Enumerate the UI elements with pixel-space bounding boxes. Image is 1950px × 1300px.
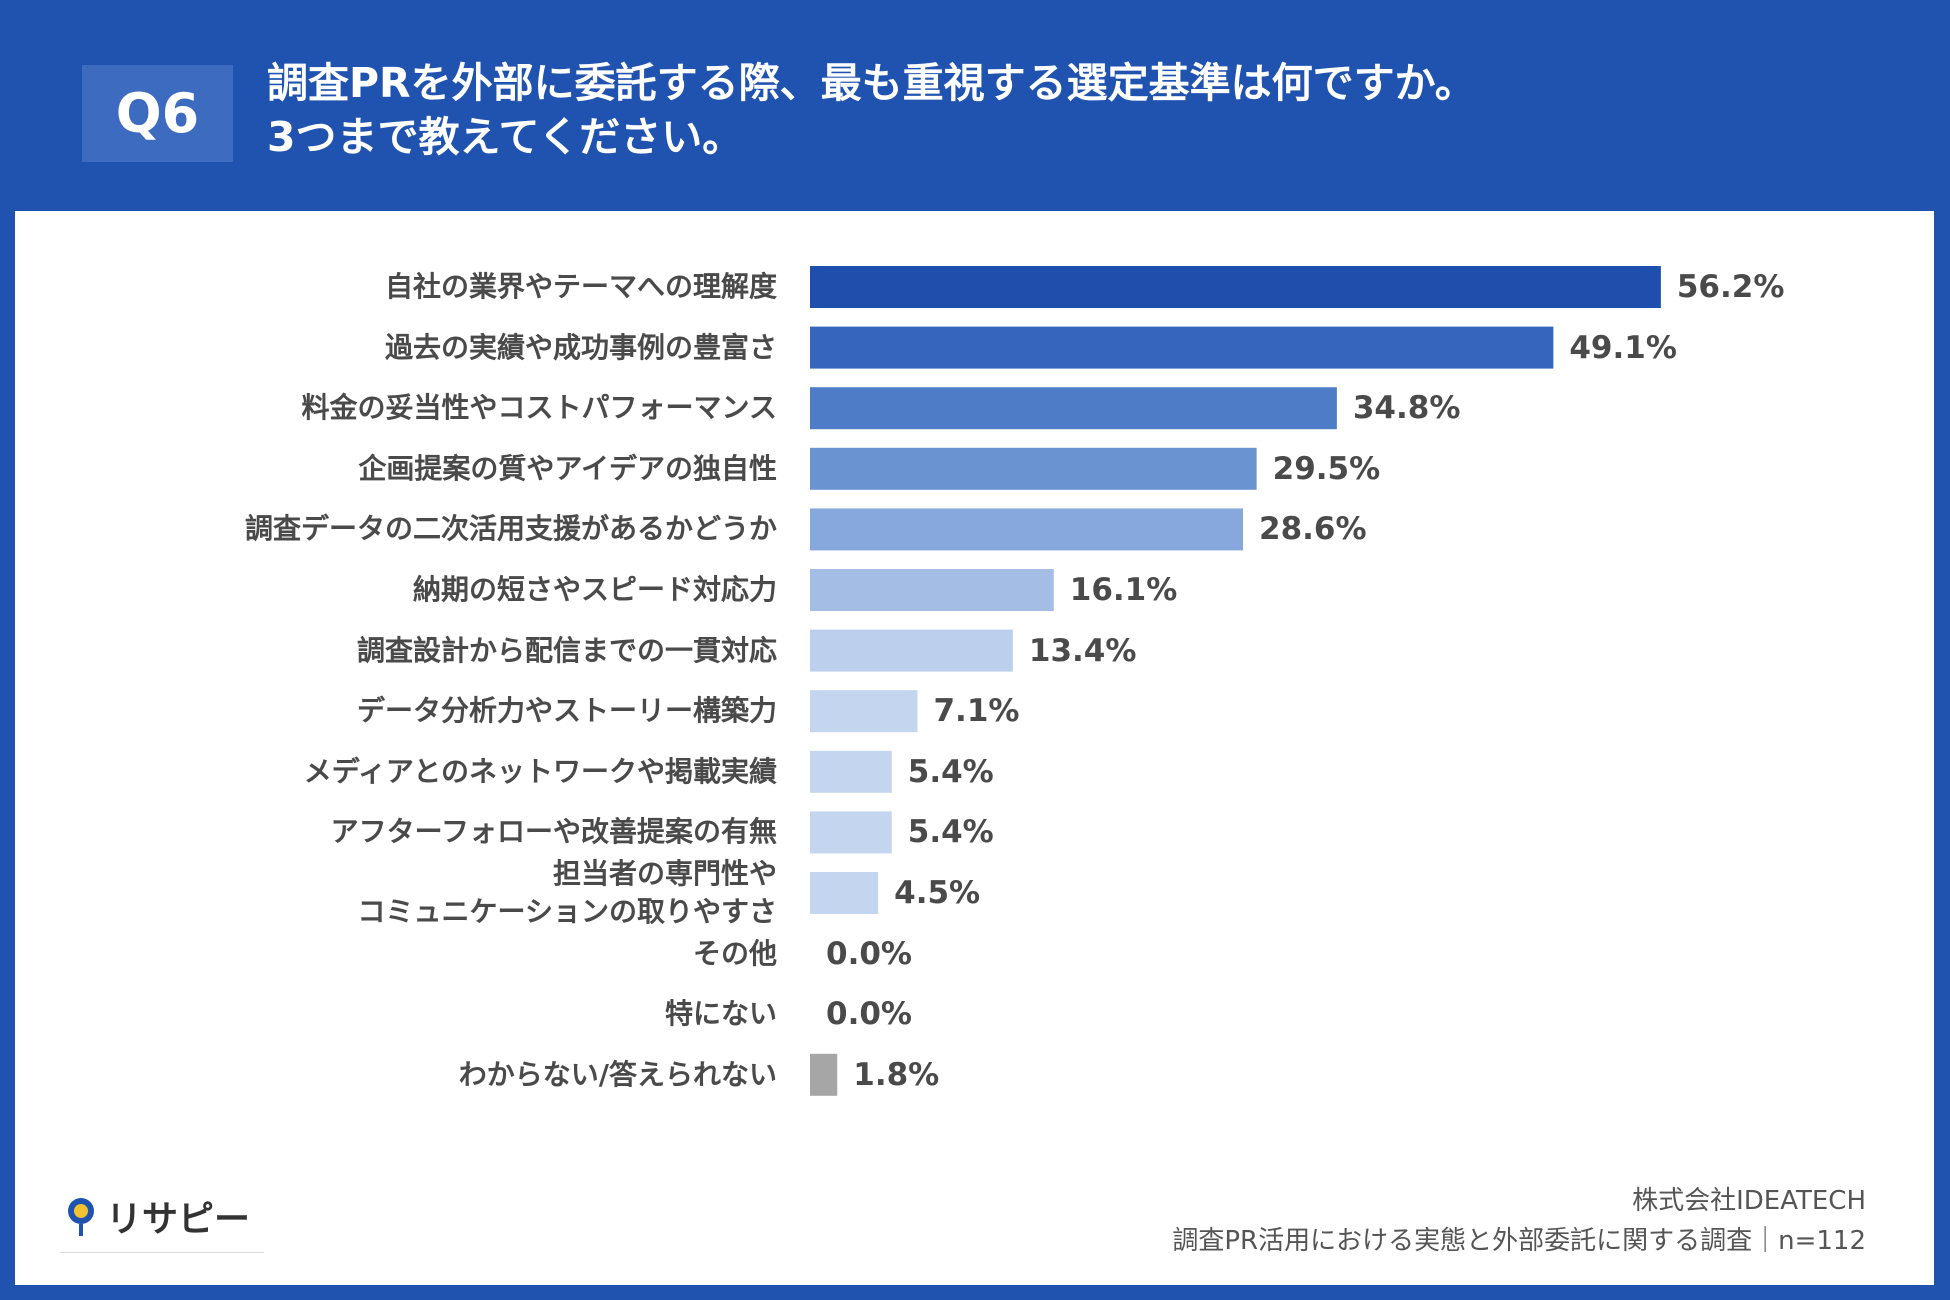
category-label: アフターフォローや改善提案の有無: [330, 815, 777, 849]
value-label: 16.1%: [1069, 572, 1178, 608]
bar: [810, 326, 1554, 369]
value-label: 5.4%: [907, 753, 994, 790]
bar: [810, 750, 892, 793]
category-label: データ分析力やストーリー構築力: [356, 694, 777, 728]
bar: [810, 1053, 838, 1096]
logo-text: リサピー: [106, 1199, 251, 1240]
bar: [810, 569, 1054, 611]
question-badge: Q6: [82, 65, 233, 162]
value-label: 34.8%: [1352, 390, 1461, 427]
bar: [810, 508, 1244, 551]
bar: [810, 872, 879, 914]
value-label: 29.5%: [1272, 450, 1381, 487]
value-label: 13.4%: [1028, 632, 1137, 669]
category-label: メディアとのネットワークや掲載実績: [303, 754, 777, 788]
category-label: 納期の短さやスピード対応力: [412, 573, 777, 606]
value-label: 1.8%: [853, 1056, 940, 1093]
value-label: 0.0%: [826, 996, 912, 1033]
source-survey: 調査PR活用における実態と外部委託に関する調査｜n=112: [1172, 1226, 1866, 1256]
category-label: その他: [692, 936, 777, 970]
value-label: 5.4%: [907, 814, 994, 851]
bar: [810, 387, 1337, 430]
category-label: 企画提案の質やアイデアの独自性: [358, 451, 777, 485]
category-label: 特にない: [664, 997, 777, 1031]
source-company: 株式会社IDEATECH: [1632, 1186, 1866, 1216]
category-label: 調査設計から配信までの一貫対応: [356, 633, 777, 667]
category-label: わからない/答えられない: [458, 1057, 777, 1091]
bar: [810, 690, 918, 733]
logo: リサピー: [60, 1190, 265, 1253]
category-label: 過去の実績や成功事例の豊富さ: [384, 330, 777, 364]
value-label: 4.5%: [894, 875, 981, 911]
category-label: 料金の妥当性やコストパフォーマンス: [301, 391, 777, 425]
logo-icon: [68, 1198, 94, 1236]
value-label: 7.1%: [933, 693, 1020, 730]
category-label: 自社の業界やテーマへの理解度: [384, 270, 777, 303]
category-label: 調査データの二次活用支援があるかどうか: [244, 512, 777, 546]
question-title: 調査PRを外部に委託する際、最も重視する選定基準は何ですか。 3つまで教えてくだ…: [267, 59, 1476, 161]
value-label: 49.1%: [1569, 329, 1677, 366]
value-label: 28.6%: [1259, 511, 1367, 548]
bar: [810, 447, 1257, 490]
value-label: 0.0%: [826, 935, 912, 972]
bar: [810, 629, 1013, 672]
value-label: 56.2%: [1676, 269, 1785, 305]
bar: [810, 811, 892, 854]
category-label: 担当者の専門性や コミュニケーションの取りやすさ: [357, 857, 777, 928]
bar: [810, 266, 1661, 308]
